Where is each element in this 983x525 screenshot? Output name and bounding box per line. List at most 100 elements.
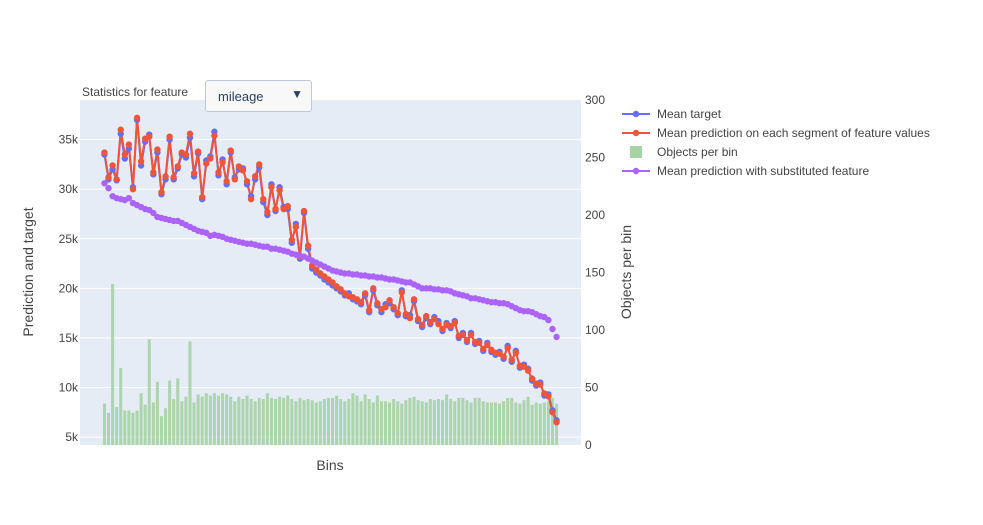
legend-label: Mean prediction on each segment of featu… — [657, 126, 930, 140]
mean-prediction-point — [435, 320, 442, 328]
mean-prediction-point — [500, 353, 507, 360]
bar — [216, 395, 221, 445]
bar — [465, 400, 469, 445]
legend-marker-icon — [632, 129, 640, 137]
bar — [172, 399, 176, 445]
mean-prediction-point — [272, 205, 279, 213]
mean-prediction-point — [182, 151, 190, 158]
mean-prediction-point — [251, 173, 259, 180]
mean-prediction-point — [186, 130, 194, 137]
bar — [379, 401, 383, 445]
mean-prediction-point — [553, 418, 560, 426]
mean-prediction-point — [524, 367, 532, 374]
bar — [375, 395, 379, 445]
mean-prediction-point — [284, 202, 291, 210]
bar — [318, 401, 322, 445]
mean-prediction-point — [150, 169, 157, 176]
mean-prediction-point — [109, 162, 116, 169]
bar — [290, 399, 294, 445]
bar — [245, 395, 249, 445]
y2-tick-label: 0 — [585, 438, 592, 452]
bar — [237, 396, 241, 445]
mean-prediction-point — [467, 331, 475, 339]
bar — [127, 410, 131, 445]
mean-prediction-point — [545, 393, 552, 400]
y2-tick-label: 150 — [585, 266, 605, 280]
mean-prediction-point — [158, 188, 165, 196]
bar — [542, 402, 546, 445]
substituted-prediction-point — [101, 180, 108, 187]
legend-item[interactable]: Mean prediction on each segment of featu… — [622, 126, 930, 140]
legend-item[interactable]: Objects per bin — [630, 145, 738, 159]
bar — [151, 402, 155, 445]
mean-prediction-point — [194, 148, 202, 155]
bar — [335, 395, 339, 445]
bar — [139, 393, 143, 445]
mean-prediction-point — [329, 279, 336, 286]
bar — [212, 393, 216, 445]
bar — [457, 397, 461, 445]
legend-item[interactable]: Mean target — [622, 107, 722, 121]
bar — [225, 394, 229, 445]
bar — [534, 402, 538, 445]
mean-prediction-point — [101, 149, 108, 156]
chevron-down-icon: ▼ — [291, 87, 303, 101]
y2-tick-label: 300 — [585, 93, 605, 107]
feature-dropdown-value: mileage — [218, 89, 264, 104]
bar — [449, 399, 453, 445]
bar — [115, 407, 119, 445]
y2-tick-label: 250 — [585, 151, 605, 165]
bar — [400, 403, 404, 445]
mean-prediction-point — [361, 290, 369, 297]
substituted-prediction-point — [545, 316, 552, 324]
y2-tick-label: 100 — [585, 323, 605, 337]
bar — [168, 380, 172, 445]
bar — [310, 400, 314, 445]
legend-item[interactable]: Mean prediction with substituted feature — [622, 164, 869, 178]
mean-prediction-point — [304, 242, 312, 249]
bar — [383, 401, 388, 445]
bar — [123, 410, 127, 445]
mean-prediction-point — [198, 193, 206, 201]
mean-prediction-point — [484, 341, 491, 349]
bar — [298, 397, 302, 445]
mean-prediction-point — [166, 133, 173, 140]
legend-label: Objects per bin — [657, 145, 738, 159]
bar — [331, 397, 335, 445]
bar — [489, 402, 493, 445]
mean-prediction-point — [398, 289, 405, 296]
bar — [514, 402, 518, 445]
y-tick-label: 5k — [65, 430, 79, 444]
mean-prediction-point — [365, 306, 373, 314]
bars-objects-per-bin — [102, 284, 559, 445]
x-axis-title: Bins — [316, 457, 343, 473]
mean-prediction-point — [431, 315, 438, 323]
mean-prediction-point — [549, 409, 556, 416]
bar — [249, 399, 253, 445]
bar — [416, 400, 420, 445]
mean-prediction-point — [520, 363, 528, 370]
mean-prediction-point — [313, 266, 320, 273]
mean-prediction-point — [137, 158, 145, 165]
mean-prediction-point — [370, 285, 377, 292]
substituted-prediction-point — [105, 185, 112, 192]
bar — [265, 393, 269, 445]
bar — [306, 399, 310, 445]
mean-prediction-point — [121, 151, 129, 158]
bar — [550, 397, 555, 445]
mean-prediction-point — [129, 186, 137, 193]
series-points — [101, 114, 560, 426]
mean-prediction-point — [504, 344, 511, 352]
feature-dropdown[interactable]: mileage ▼ — [205, 80, 312, 112]
mean-prediction-point — [223, 178, 230, 185]
substituted-prediction-point — [150, 209, 157, 217]
bar — [351, 393, 355, 445]
bar — [522, 400, 526, 445]
grid-lines — [80, 139, 581, 438]
mean-prediction-point — [174, 163, 181, 170]
mean-prediction-point — [475, 339, 483, 347]
mean-prediction-point — [357, 299, 365, 306]
bar — [135, 410, 139, 445]
stats-feature-label: Statistics for feature — [82, 85, 189, 99]
bar — [119, 367, 123, 445]
